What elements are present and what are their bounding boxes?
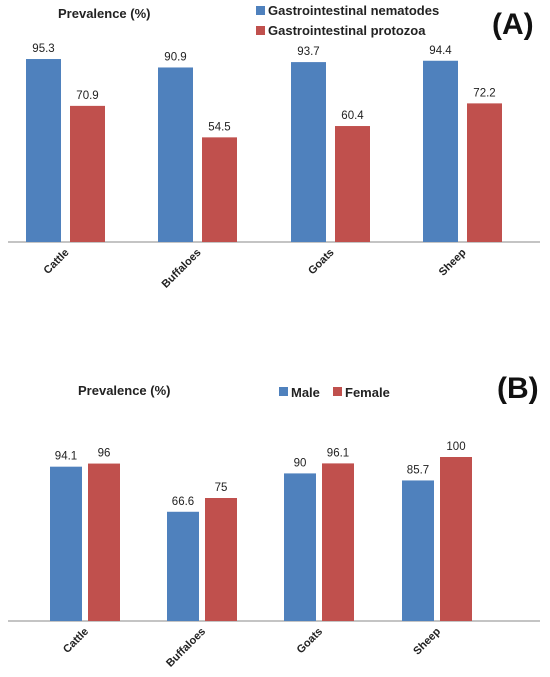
- chart-a-legend-label-1: Gastrointestinal protozoa: [268, 23, 426, 38]
- chart-a-tick-label-3: Sheep: [437, 246, 469, 278]
- chart-b-bar-0-0: [50, 466, 82, 621]
- chart-a-legend-label-0: Gastrointestinal nematodes: [268, 3, 439, 18]
- chart-b-bar-1-1: [205, 498, 237, 621]
- chart-a-data-label-2-0: 93.7: [297, 46, 319, 58]
- chart-a-data-label-3-0: 94.4: [429, 45, 452, 57]
- chart-b-data-label-3-1: 100: [446, 441, 465, 453]
- chart-a-data-label-1-1: 54.5: [208, 121, 230, 133]
- chart-a-data-label-3-1: 72.2: [473, 87, 495, 99]
- chart-b-bar-2-1: [322, 463, 354, 621]
- chart-a-legend-swatch-0: [256, 6, 265, 15]
- chart-a-tick-label-1: Buffaloes: [160, 247, 204, 291]
- chart-a-bar-1-1: [202, 137, 237, 242]
- chart-b-data-label-0-1: 96: [98, 448, 111, 460]
- chart-b-panel-label: (B): [497, 372, 539, 405]
- chart-b-data-label-1-0: 66.6: [172, 496, 194, 508]
- chart-b-bar-3-1: [440, 457, 472, 621]
- chart-b-tick-label-0: Cattle: [61, 626, 91, 656]
- chart-a-bar-1-0: [158, 67, 193, 242]
- chart-a-tick-label-2: Goats: [306, 247, 337, 278]
- chart-a-bar-0-1: [70, 105, 105, 242]
- chart-b-legend-swatch-0: [279, 387, 288, 396]
- chart-b-tick-label-3: Sheep: [411, 625, 443, 657]
- chart-a-bar-3-1: [467, 103, 502, 242]
- chart-a-bar-2-0: [291, 62, 326, 242]
- chart-b-legend-label-0: Male: [291, 385, 320, 400]
- chart-b-bar-1-0: [167, 511, 199, 621]
- chart-b-bar-3-0: [402, 480, 434, 621]
- chart-b-data-label-2-1: 96.1: [327, 447, 349, 459]
- chart-a-data-label-0-1: 70.9: [76, 90, 98, 102]
- chart-a-marks: 95.3 70.9 Cattle 90.9 54.5 Buffaloes 93.7 60.4 G…: [26, 43, 502, 291]
- chart-b-data-label-1-1: 75: [215, 482, 228, 494]
- chart-b-data-label-3-0: 85.7: [407, 464, 429, 476]
- chart-a-tick-label-0: Cattle: [42, 247, 72, 277]
- chart-a-legend-swatch-1: [256, 26, 265, 35]
- chart-b-data-label-0-0: 94.1: [55, 451, 77, 463]
- chart-a-data-label-0-0: 95.3: [32, 43, 54, 55]
- chart-b-tick-label-1: Buffaloes: [164, 626, 208, 670]
- chart-b-legend-swatch-1: [333, 387, 342, 396]
- chart-b-bar-0-1: [88, 463, 120, 621]
- chart-a-data-label-2-1: 60.4: [341, 110, 364, 122]
- chart-b-marks: 94.1 96 Cattle 66.6 75 Buffaloes 90 96.1 Goats 85…: [50, 441, 472, 670]
- chart-a-data-label-1-0: 90.9: [164, 51, 186, 63]
- chart-a-panel-label: (A): [492, 8, 534, 41]
- chart-b-bar-2-0: [284, 473, 316, 621]
- chart-a-bar-3-0: [423, 60, 458, 242]
- chart-b-data-label-2-0: 90: [294, 457, 307, 469]
- chart-a-bar-2-1: [335, 126, 370, 242]
- chart-b-tick-label-2: Goats: [295, 626, 326, 657]
- chart-b-legend-label-1: Female: [345, 385, 390, 400]
- chart-a-ylabel: Prevalence (%): [58, 6, 151, 21]
- chart-b-ylabel: Prevalence (%): [78, 383, 171, 398]
- chart-a-bar-0-0: [26, 59, 61, 242]
